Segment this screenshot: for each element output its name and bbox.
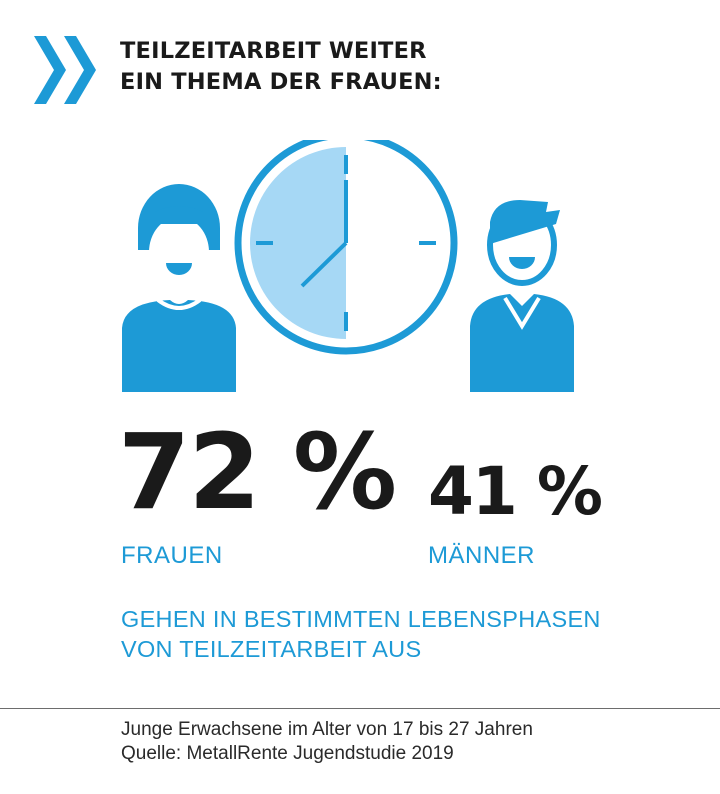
divider (0, 708, 720, 709)
man-icon (470, 200, 574, 392)
men-label: MÄNNER (428, 542, 536, 569)
footer-note: Junge Erwachsene im Alter von 17 bis 27 … (121, 719, 533, 740)
page-title: TEILZEITARBEIT WEITER EIN THEMA DER FRAU… (120, 36, 442, 98)
description-line-2: VON TEILZEITARBEIT AUS (121, 636, 422, 662)
women-percentage: 72 % (118, 411, 397, 533)
title-line-1: TEILZEITARBEIT WEITER (120, 38, 427, 64)
footer: Junge Erwachsene im Alter von 17 bis 27 … (121, 718, 533, 766)
men-percentage: 41 % (428, 453, 603, 530)
woman-icon (122, 184, 236, 392)
double-chevron-right-icon (34, 36, 96, 104)
illustration (122, 140, 574, 392)
description: GEHEN IN BESTIMMTEN LEBENSPHASEN VON TEI… (121, 604, 601, 664)
title-line-2: EIN THEMA DER FRAUEN: (120, 69, 442, 95)
footer-source: Quelle: MetallRente Jugendstudie 2019 (121, 743, 454, 764)
description-line-1: GEHEN IN BESTIMMTEN LEBENSPHASEN (121, 606, 601, 632)
clock-icon (234, 140, 458, 355)
women-label: FRAUEN (121, 542, 223, 569)
